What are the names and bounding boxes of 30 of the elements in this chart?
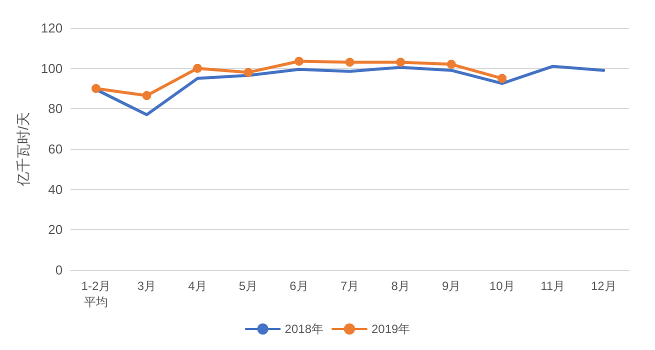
point	[193, 64, 202, 73]
x-tick-label: 9月	[442, 279, 461, 293]
x-tick-label: 7月	[340, 279, 360, 293]
y-tick-label: 120	[40, 20, 63, 36]
legend-label: 2019年	[372, 322, 410, 336]
point	[396, 58, 406, 67]
point	[498, 74, 507, 83]
x-tick-label: 3月	[137, 279, 156, 293]
point	[446, 60, 456, 69]
y-tick-label: 80	[48, 101, 63, 116]
y-tick-label: 60	[48, 142, 63, 156]
x-tick-label: 11月	[540, 279, 566, 293]
x-tick-label: 10月	[489, 279, 515, 293]
point	[142, 91, 152, 100]
x-tick-label: 4月	[188, 279, 207, 293]
x-tick-label: 6月	[290, 279, 308, 293]
x-tick-label: 8月	[391, 279, 410, 293]
x-tick-label: 5月	[238, 279, 258, 293]
x-tick-label: 1-2月平均	[81, 279, 111, 309]
x-tick-label: 12月	[590, 279, 616, 293]
y-tick-label: 0	[55, 262, 63, 278]
y-axis-title: 亿千瓦时/天	[15, 112, 31, 187]
y-tick-label: 40	[48, 182, 63, 197]
legend-label: 2018年	[284, 322, 324, 336]
point	[294, 56, 304, 66]
y-tick-label: 20	[48, 222, 63, 238]
point	[91, 84, 100, 93]
y-tick-label: 100	[40, 60, 63, 76]
point	[345, 58, 354, 67]
point	[244, 68, 253, 77]
